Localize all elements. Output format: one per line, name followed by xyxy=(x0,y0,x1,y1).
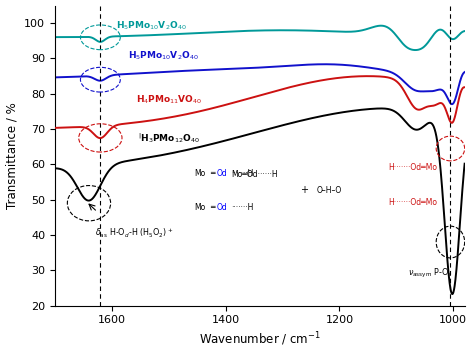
Text: H$_5$PMo$_{10}$V$_2$O$_{40}$: H$_5$PMo$_{10}$V$_2$O$_{40}$ xyxy=(116,19,187,32)
Text: ·······H: ·······H xyxy=(231,203,254,212)
Text: H$_5$PMo$_{10}$V$_2$O$_{40}$: H$_5$PMo$_{10}$V$_2$O$_{40}$ xyxy=(128,50,198,62)
Text: Mo: Mo xyxy=(194,203,206,212)
Text: Od: Od xyxy=(217,169,228,178)
Text: H·······Od═Mo: H·······Od═Mo xyxy=(388,163,437,172)
Text: $^|$H$_3$PMo$_{12}$O$_{40}$: $^|$H$_3$PMo$_{12}$O$_{40}$ xyxy=(138,131,200,145)
Text: H$_4$PMo$_{11}$VO$_{40}$: H$_4$PMo$_{11}$VO$_{40}$ xyxy=(136,93,202,106)
Text: Mo: Mo xyxy=(194,169,206,178)
Text: H·······Od═Mo: H·······Od═Mo xyxy=(388,198,437,207)
Text: $\nu_{\rm assym}$ P-O$_a$: $\nu_{\rm assym}$ P-O$_a$ xyxy=(408,267,453,280)
Text: ═: ═ xyxy=(210,203,214,212)
Text: Od: Od xyxy=(217,203,228,212)
Text: ·······H: ·······H xyxy=(231,169,254,178)
Text: $\delta_{\rm as}$ H-O$_d$-H (H$_5$O$_2$)$^+$: $\delta_{\rm as}$ H-O$_d$-H (H$_5$O$_2$)… xyxy=(95,227,173,240)
Text: O–H–O: O–H–O xyxy=(317,185,342,195)
Text: Mo═Od······H: Mo═Od······H xyxy=(231,170,278,179)
Text: ═: ═ xyxy=(210,169,214,178)
Y-axis label: Transmittance / %: Transmittance / % xyxy=(6,102,18,209)
X-axis label: Wavenumber / cm$^{-1}$: Wavenumber / cm$^{-1}$ xyxy=(199,331,320,348)
Text: +: + xyxy=(300,185,308,195)
